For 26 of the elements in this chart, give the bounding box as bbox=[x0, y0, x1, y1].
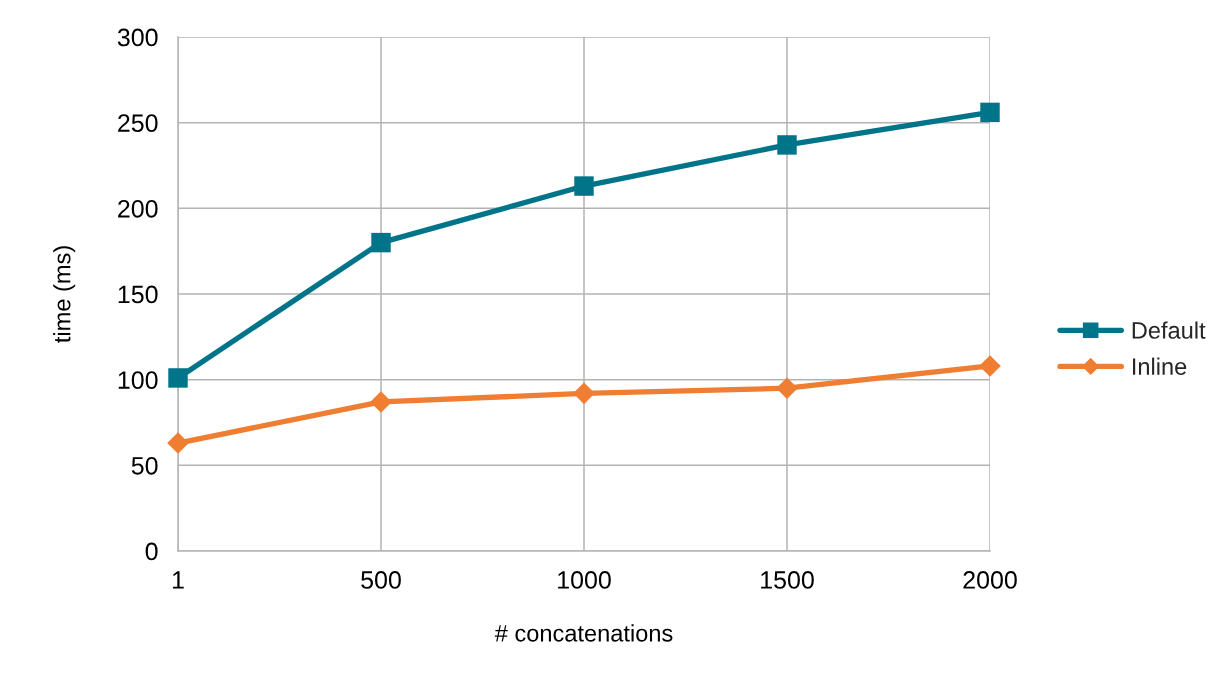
y-tick-label: 150 bbox=[118, 285, 158, 304]
point bbox=[776, 377, 798, 400]
y-tick-label: 300 bbox=[117, 28, 158, 47]
x-tick-label: 1500 bbox=[761, 571, 814, 589]
x-axis-title: # concatenations bbox=[494, 624, 673, 642]
y-tick-label: 0 bbox=[145, 542, 158, 561]
point bbox=[777, 135, 797, 155]
point bbox=[979, 355, 1001, 377]
point bbox=[980, 102, 1000, 123]
y-tick-label: 50 bbox=[131, 456, 158, 475]
legend-label: Inline bbox=[1132, 357, 1187, 375]
x-tick-label: 2000 bbox=[963, 571, 1017, 589]
point bbox=[370, 391, 392, 413]
y-tick-label: 200 bbox=[118, 199, 158, 218]
point bbox=[167, 432, 189, 454]
point bbox=[574, 176, 594, 196]
y-tick-label: 100 bbox=[118, 371, 158, 389]
point bbox=[168, 368, 188, 388]
x-tick-label: 1 bbox=[172, 571, 184, 589]
legend-label: Default bbox=[1132, 321, 1206, 339]
point bbox=[371, 232, 391, 253]
x-tick-label: 1000 bbox=[558, 571, 611, 589]
y-tick-label: 250 bbox=[118, 114, 158, 132]
y-axis-title: time (ms) bbox=[53, 246, 76, 343]
x-tick-label: 500 bbox=[361, 571, 401, 589]
point bbox=[573, 382, 595, 405]
